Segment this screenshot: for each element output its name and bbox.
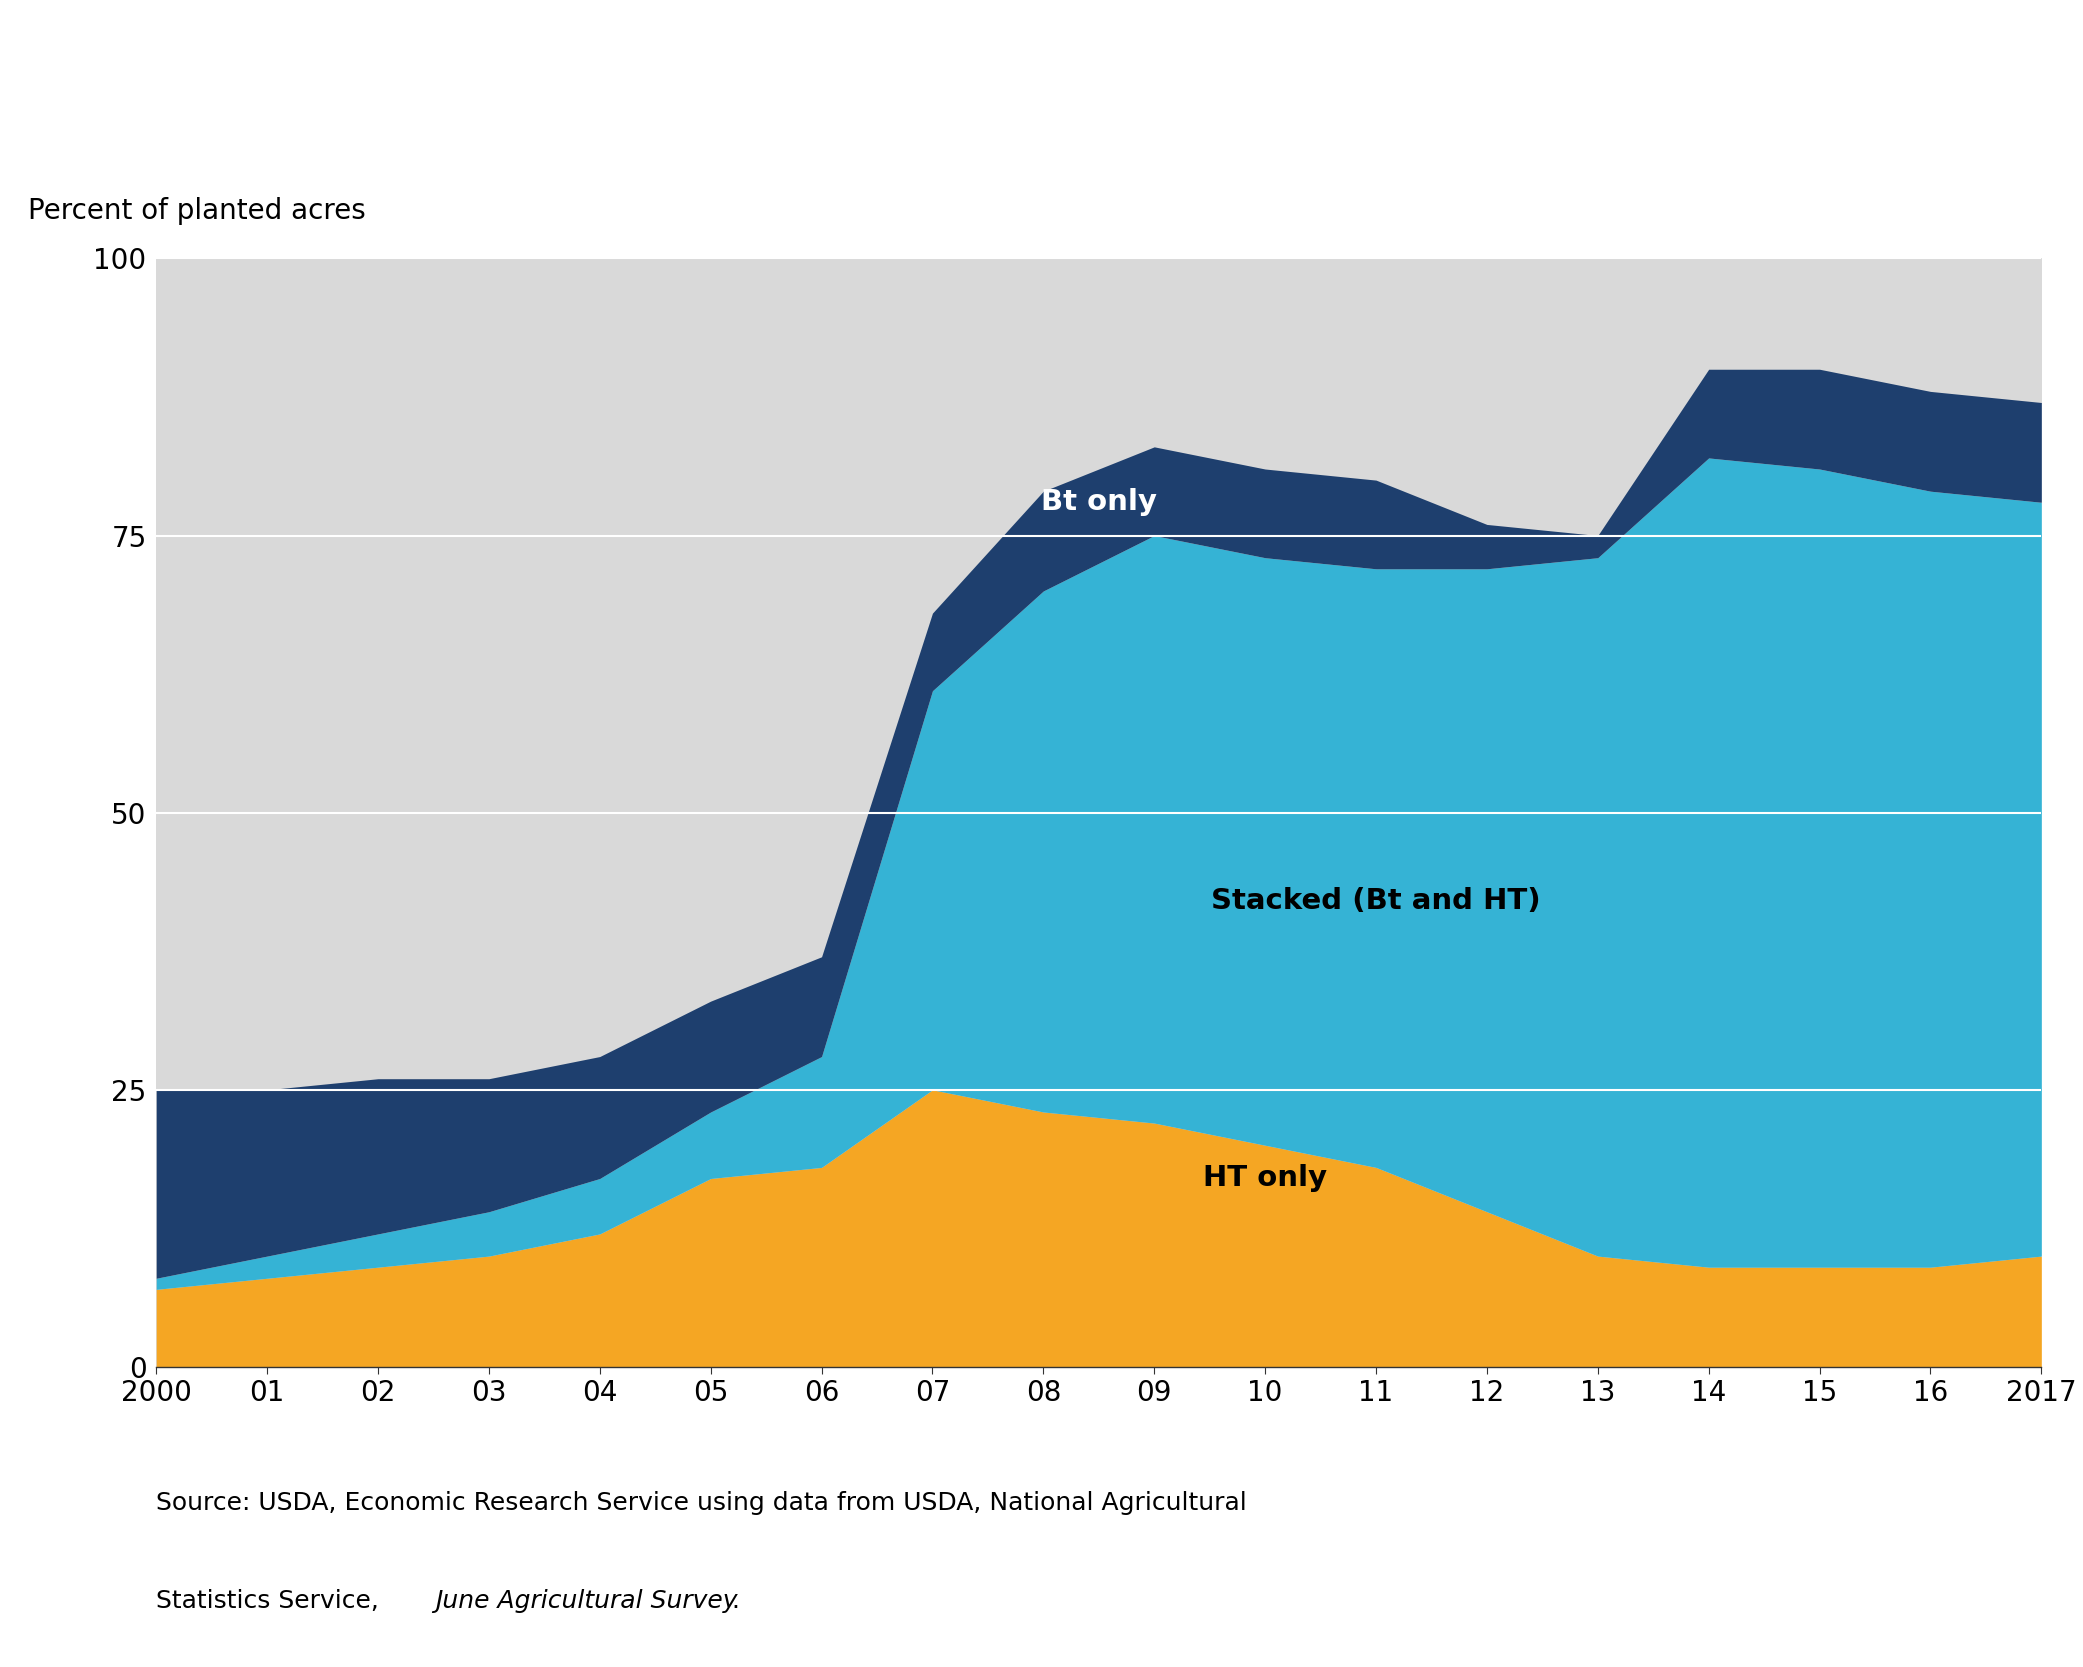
- Text: Statistics Service,: Statistics Service,: [156, 1589, 387, 1612]
- Text: HT only: HT only: [1204, 1165, 1327, 1192]
- Text: Percent of planted acres: Percent of planted acres: [27, 197, 367, 225]
- Text: by trait, 2000-17: by trait, 2000-17: [62, 142, 458, 183]
- Text: Adoption of genetically engineered corn in the United States,: Adoption of genetically engineered corn …: [62, 42, 1510, 83]
- Text: June Agricultural Survey: June Agricultural Survey: [435, 1589, 737, 1612]
- Text: Stacked (Bt and HT): Stacked (Bt and HT): [1210, 887, 1541, 915]
- Text: Source: USDA, Economic Research Service using data from USDA, National Agricultu: Source: USDA, Economic Research Service …: [156, 1490, 1248, 1515]
- Text: Bt only: Bt only: [1042, 488, 1156, 517]
- Text: .: .: [731, 1589, 739, 1612]
